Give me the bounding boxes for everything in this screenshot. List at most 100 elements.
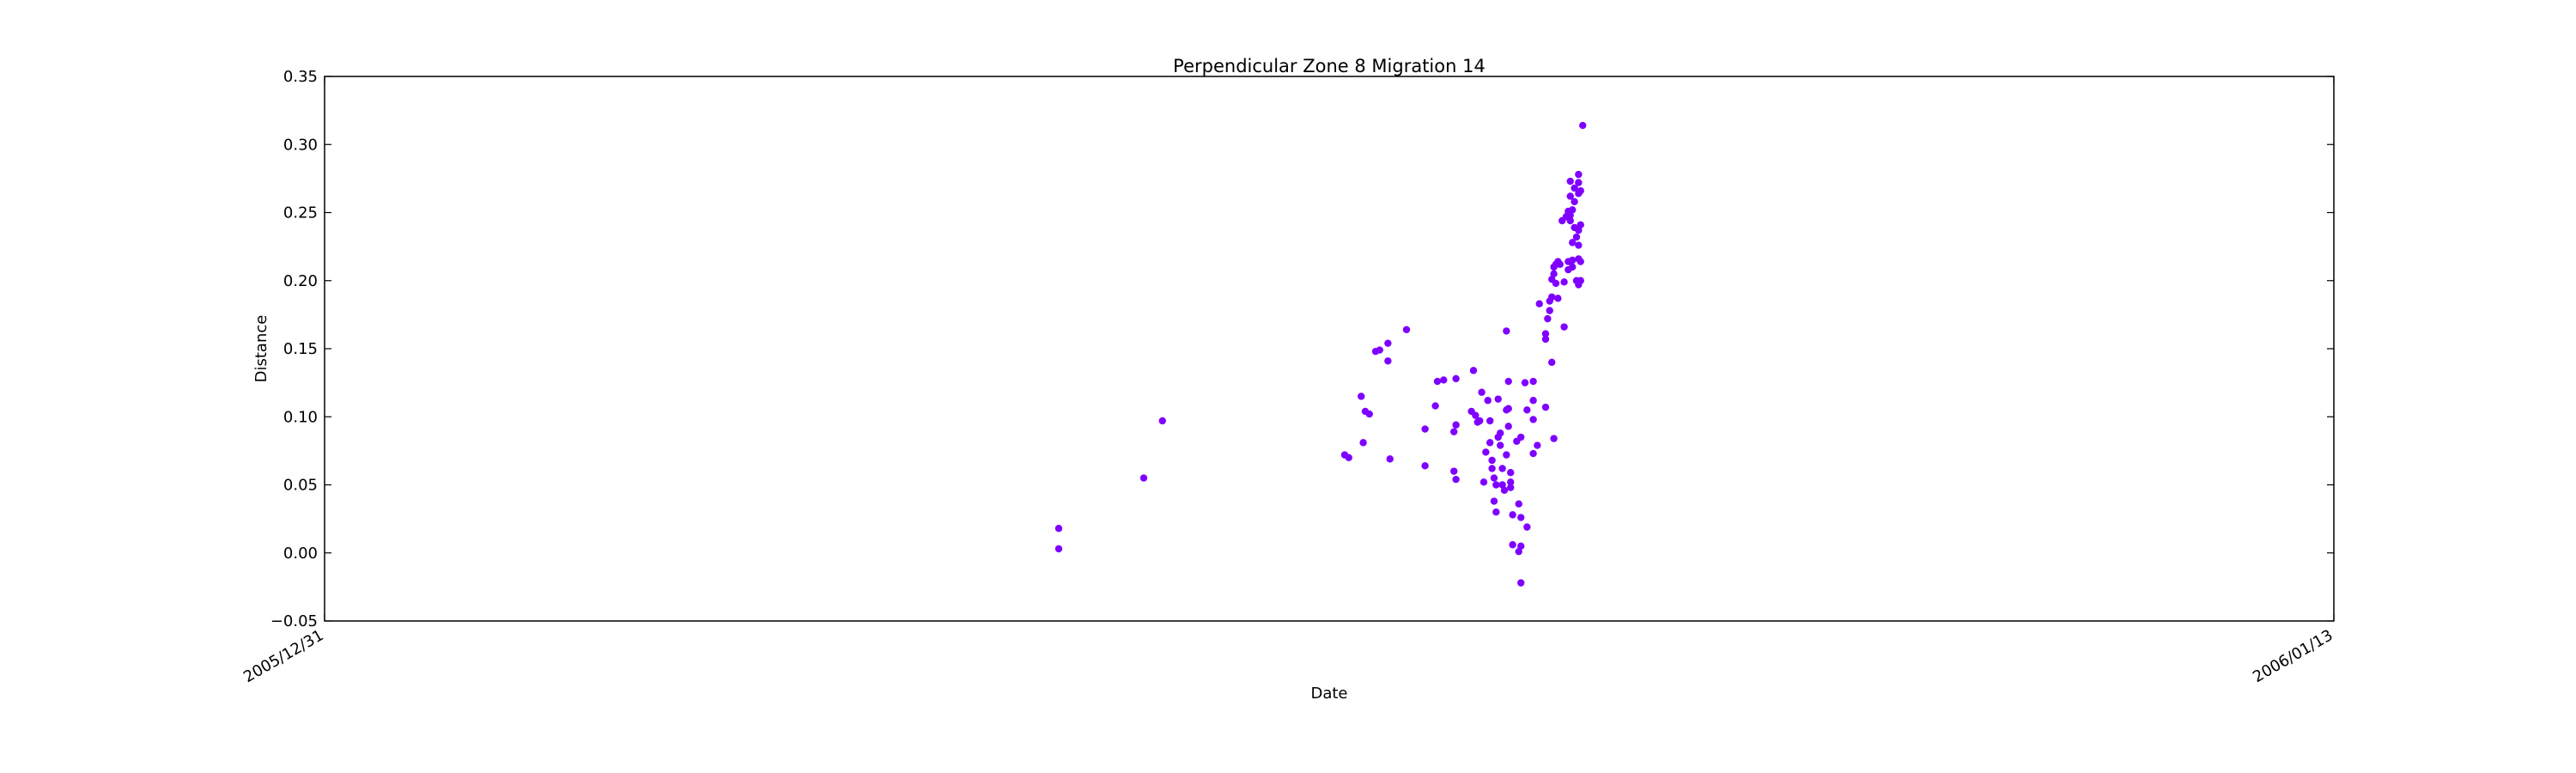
data-point — [1577, 221, 1584, 228]
data-point — [1569, 239, 1577, 247]
data-point — [1492, 508, 1500, 516]
data-point — [1575, 241, 1583, 249]
data-point — [1572, 233, 1581, 241]
data-point — [1054, 545, 1063, 553]
data-point — [1535, 300, 1543, 307]
data-point — [1517, 542, 1525, 551]
data-point — [1507, 469, 1515, 477]
data-point — [1384, 357, 1392, 365]
data-point — [1550, 270, 1558, 278]
data-point — [1577, 277, 1584, 284]
data-point — [1365, 410, 1373, 418]
data-point — [1548, 358, 1556, 367]
data-point — [1556, 260, 1564, 268]
data-point — [1452, 475, 1460, 484]
data-point — [1497, 429, 1504, 437]
data-point — [1479, 478, 1488, 486]
data-point — [1452, 421, 1460, 429]
data-point — [1552, 279, 1560, 288]
data-point — [1529, 377, 1537, 386]
data-point — [1566, 192, 1574, 200]
data-point — [1577, 186, 1584, 195]
data-point — [1482, 448, 1490, 456]
data-point — [1054, 525, 1063, 533]
data-point — [1509, 511, 1516, 519]
data-point — [1529, 449, 1537, 458]
data-point — [1515, 547, 1522, 556]
data-point — [1497, 441, 1504, 449]
data-point — [1523, 523, 1531, 531]
data-point — [1358, 393, 1365, 400]
data-point — [1569, 206, 1577, 214]
data-point — [1517, 433, 1525, 441]
data-point — [1494, 395, 1502, 403]
data-point — [1345, 453, 1352, 461]
data-point — [1431, 402, 1439, 410]
data-point — [1509, 541, 1516, 549]
y-axis-ticks: −0.05 0.00 0.05 0.10 0.15 0.20 0.25 0.30 0.35 — [270, 68, 2334, 630]
data-point — [1575, 170, 1583, 179]
data-point — [1402, 326, 1411, 334]
data-point — [1571, 198, 1578, 206]
data-point — [1566, 177, 1574, 186]
data-point — [1575, 179, 1583, 186]
data-point — [1500, 486, 1509, 495]
data-point — [1490, 497, 1498, 505]
y-axis-label: Distance — [252, 315, 270, 383]
data-point — [1478, 388, 1485, 396]
data-point — [1523, 406, 1531, 414]
data-point — [1421, 462, 1429, 470]
data-point — [1158, 417, 1166, 425]
data-point — [1476, 417, 1484, 425]
data-point — [1488, 456, 1496, 465]
data-point — [1486, 439, 1494, 447]
y-tick-label: 0.05 — [283, 477, 318, 495]
plot-frame — [324, 76, 2335, 622]
data-point — [1498, 481, 1506, 489]
data-point — [1384, 339, 1392, 347]
data-point — [1452, 374, 1460, 383]
data-point — [1486, 417, 1494, 425]
data-point — [1503, 451, 1510, 459]
data-point — [1569, 263, 1577, 271]
y-tick-label: 0.15 — [283, 340, 318, 358]
x-axis-label: Date — [1310, 685, 1347, 703]
data-point — [1139, 474, 1148, 482]
data-point — [1359, 439, 1367, 447]
data-point — [1544, 314, 1552, 323]
data-point — [1498, 465, 1506, 472]
data-point — [1492, 481, 1500, 489]
data-point — [1541, 403, 1550, 411]
data-point — [1529, 397, 1537, 405]
data-point — [1504, 377, 1512, 386]
data-point — [1376, 346, 1383, 354]
data-point — [1541, 330, 1550, 338]
data-point — [1450, 428, 1458, 435]
data-point — [1560, 323, 1568, 331]
data-point — [1433, 377, 1442, 386]
data-point — [1488, 465, 1496, 472]
data-point — [1504, 405, 1512, 412]
y-tick-label: 0.10 — [283, 408, 318, 426]
data-point — [1472, 411, 1479, 419]
data-point — [1484, 397, 1492, 405]
data-point — [1490, 474, 1498, 482]
y-tick-label: 0.30 — [283, 136, 318, 154]
data-point — [1534, 441, 1541, 449]
data-point — [1550, 435, 1558, 442]
data-point — [1575, 226, 1583, 234]
data-points — [1054, 121, 1587, 587]
data-point — [1507, 484, 1515, 491]
data-point — [1571, 184, 1578, 192]
data-point — [1548, 293, 1556, 301]
data-point — [1517, 514, 1525, 521]
data-point — [1546, 307, 1553, 314]
data-point — [1507, 478, 1515, 486]
data-point — [1421, 425, 1429, 433]
data-point — [1521, 379, 1529, 386]
y-tick-label: 0.35 — [283, 68, 318, 86]
y-tick-label: −0.05 — [270, 612, 318, 630]
y-tick-label: 0.00 — [283, 545, 318, 563]
